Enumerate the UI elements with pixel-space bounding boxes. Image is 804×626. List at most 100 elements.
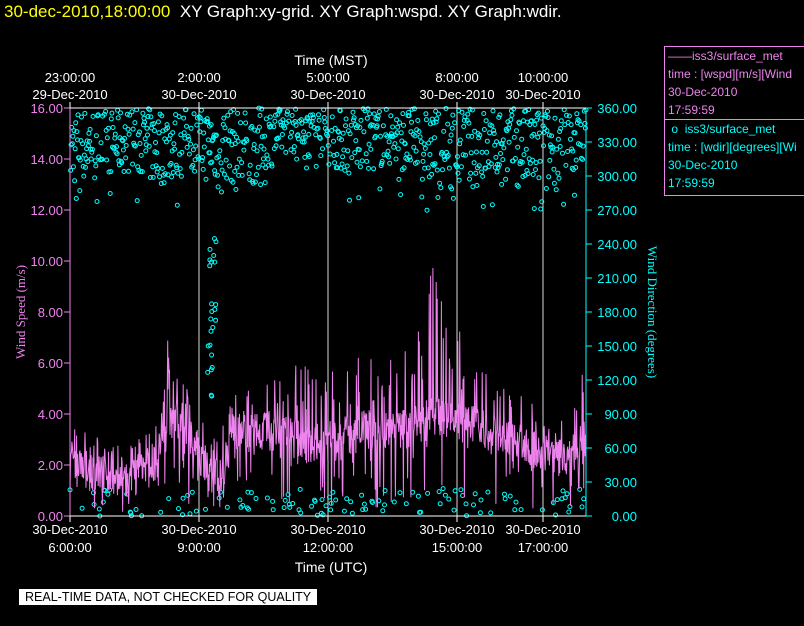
wdir-point [141, 115, 147, 121]
wdir-point [213, 133, 219, 139]
wdir-point [74, 129, 80, 135]
wdir-point [270, 507, 276, 513]
wdir-point [397, 120, 402, 126]
legend: ——iss3/surface_met time : [wspd][m/s][Wi… [664, 46, 804, 196]
wdir-point [118, 110, 123, 116]
wdir-point [531, 131, 537, 137]
wdir-point [142, 119, 148, 125]
wdir-point [80, 141, 86, 147]
wdir-point [472, 128, 478, 134]
wdir-point [485, 489, 491, 495]
wdir-point [450, 195, 456, 201]
wdir-point [436, 489, 442, 495]
wdir-point [343, 123, 348, 129]
wdir-point [437, 501, 443, 507]
wdir-point [533, 167, 538, 173]
wdir-point [153, 140, 158, 145]
wdir-point [132, 143, 138, 149]
wdir-point [73, 120, 79, 126]
wdir-point [335, 165, 340, 171]
wdir-point [395, 124, 401, 130]
wdir-point [376, 109, 382, 115]
wdir-point [469, 133, 475, 139]
wdir-point [167, 132, 173, 138]
left-tick-label: 6.00 [38, 356, 63, 371]
wdir-point [221, 115, 227, 121]
wdir-point [478, 497, 484, 503]
bottom-tick-date: 30-Dec-2010 [505, 522, 580, 537]
wdir-point [320, 512, 326, 518]
wdir-point [325, 133, 331, 139]
legend-wspd-date: 30-Dec-2010 [668, 85, 738, 99]
wdir-point [76, 155, 82, 161]
wdir-point [227, 163, 233, 169]
wdir-point [452, 488, 458, 494]
wdir-point [208, 392, 214, 398]
wdir-point [371, 166, 377, 172]
bottom-tick-time: 17:00:00 [518, 540, 569, 555]
wdir-point [315, 125, 321, 131]
wdir-point [449, 125, 455, 131]
wdir-point [411, 106, 417, 112]
wdir-point [309, 503, 315, 509]
left-axis: 0.00 2.00 4.00 6.00 8.00 10.00 12.00 14.00 16.00 [30, 101, 70, 524]
wdir-point [172, 146, 177, 152]
right-tick-label: 150.00 [597, 339, 637, 354]
legend-wspd-time: 17:59:59 [668, 103, 715, 117]
wdir-point [514, 182, 520, 188]
wdir-point [334, 151, 340, 157]
wdir-point [293, 122, 299, 128]
wdir-point [421, 151, 427, 157]
wdir-point [95, 112, 101, 118]
left-tick-label: 10.00 [30, 254, 63, 269]
wdir-point [419, 176, 425, 182]
wdir-point [428, 137, 434, 143]
wdir-point [539, 507, 545, 513]
top-tick-time: 2:00:00 [177, 70, 220, 85]
wdir-point [371, 111, 377, 117]
wdir-point [145, 114, 151, 119]
wdir-point [471, 160, 477, 166]
wdir-point [520, 118, 526, 124]
wdir-point [241, 147, 247, 153]
wdir-point [374, 123, 380, 129]
wdir-point [203, 176, 209, 182]
wdir-point [392, 141, 398, 147]
wdir-point [72, 146, 78, 152]
wdir-point [395, 146, 401, 152]
wdir-point [426, 174, 432, 180]
wdir-point [397, 490, 403, 496]
wdir-point [260, 162, 266, 168]
wdir-point [329, 128, 335, 133]
wdir-point [500, 137, 506, 143]
wdir-point [273, 143, 279, 149]
wdir-point [92, 175, 98, 181]
wdir-point [480, 173, 486, 179]
wdir-point [103, 109, 109, 114]
wdir-point [524, 168, 530, 173]
wdir-point [480, 204, 486, 209]
wdir-point [552, 115, 558, 121]
quality-notice: REAL-TIME DATA, NOT CHECKED FOR QUALITY [19, 589, 318, 605]
wdir-point [299, 120, 305, 126]
wdir-point [170, 130, 176, 136]
wdir-point [139, 169, 145, 175]
wdir-point [209, 159, 215, 165]
wdir-point [201, 144, 207, 150]
wdir-point [560, 488, 566, 494]
wdir-point [390, 124, 396, 130]
wdir-point [343, 116, 349, 122]
wdir-point [107, 487, 113, 493]
wdir-point [548, 144, 554, 150]
wdir-point [348, 499, 354, 505]
wdir-point [101, 111, 107, 117]
wdir-point [209, 301, 215, 307]
wdir-point [310, 115, 316, 121]
wdir-point [454, 154, 460, 160]
wdir-point [255, 128, 261, 134]
wdir-point [209, 352, 215, 358]
top-tick-date: 29-Dec-2010 [32, 87, 107, 102]
wdir-point [536, 175, 542, 181]
wdir-point [137, 129, 142, 135]
wdir-point [424, 207, 430, 213]
